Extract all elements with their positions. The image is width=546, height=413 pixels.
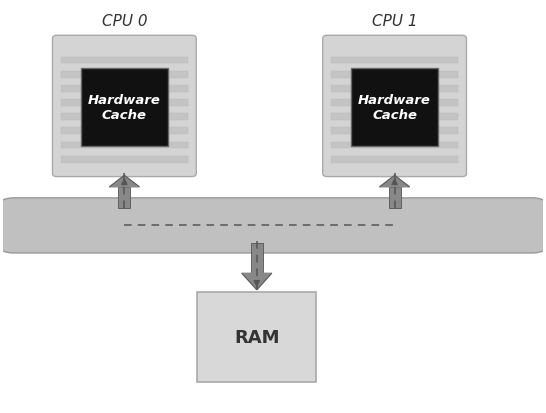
Bar: [61, 114, 188, 121]
Bar: [61, 57, 188, 64]
Bar: [331, 114, 458, 121]
Bar: [197, 292, 316, 382]
Bar: [331, 128, 458, 135]
Text: CPU 1: CPU 1: [372, 14, 417, 29]
Bar: [61, 142, 188, 149]
Polygon shape: [379, 176, 410, 188]
Bar: [61, 72, 188, 78]
Bar: [352, 69, 438, 147]
Bar: [389, 188, 401, 209]
Polygon shape: [110, 176, 139, 188]
Bar: [331, 157, 458, 163]
FancyBboxPatch shape: [323, 36, 466, 177]
Bar: [331, 72, 458, 78]
Bar: [331, 100, 458, 107]
Bar: [251, 243, 263, 274]
FancyBboxPatch shape: [0, 198, 546, 253]
Text: Hardware
Cache: Hardware Cache: [358, 94, 431, 122]
Bar: [61, 157, 188, 163]
FancyBboxPatch shape: [52, 36, 196, 177]
Text: Hardware
Cache: Hardware Cache: [88, 94, 161, 122]
Bar: [61, 100, 188, 107]
Polygon shape: [242, 274, 272, 290]
Bar: [331, 142, 458, 149]
Bar: [81, 69, 168, 147]
Bar: [331, 86, 458, 93]
Bar: [331, 57, 458, 64]
Bar: [61, 128, 188, 135]
Bar: [118, 188, 130, 209]
Bar: [61, 86, 188, 93]
Text: CPU 0: CPU 0: [102, 14, 147, 29]
Text: RAM: RAM: [234, 328, 280, 346]
